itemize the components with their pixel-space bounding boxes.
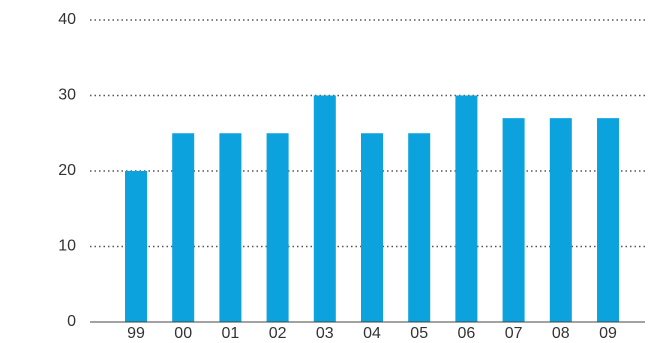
y-tick-label: 10 [58,238,76,255]
x-tick-label: 07 [505,325,523,342]
bar [125,171,147,322]
x-tick-label: 05 [410,325,428,342]
bar [313,95,336,322]
bar [597,118,619,323]
bar [408,133,431,322]
y-tick-label: 30 [58,87,76,104]
bar [455,95,478,322]
y-tick-label: 40 [58,11,76,28]
bar [549,118,572,323]
bar [502,118,525,323]
bar [266,133,289,322]
x-tick-label: 00 [174,325,192,342]
x-tick-label: 06 [458,325,476,342]
x-tick-label: 03 [316,325,334,342]
x-tick-label: 04 [363,325,381,342]
y-tick-label: 0 [67,313,76,330]
x-tick-label: 08 [552,325,570,342]
x-tick-label: 02 [269,325,287,342]
x-tick-label: 99 [127,325,145,342]
x-tick-label: 01 [222,325,240,342]
bar [172,133,195,322]
bar [361,133,383,322]
x-tick-label: 09 [599,325,617,342]
bar [219,133,242,322]
y-tick-label: 20 [58,162,76,179]
